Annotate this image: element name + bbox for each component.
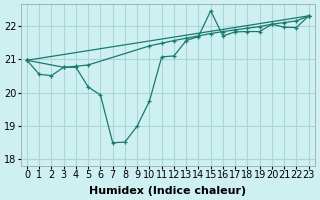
X-axis label: Humidex (Indice chaleur): Humidex (Indice chaleur) [89,186,246,196]
